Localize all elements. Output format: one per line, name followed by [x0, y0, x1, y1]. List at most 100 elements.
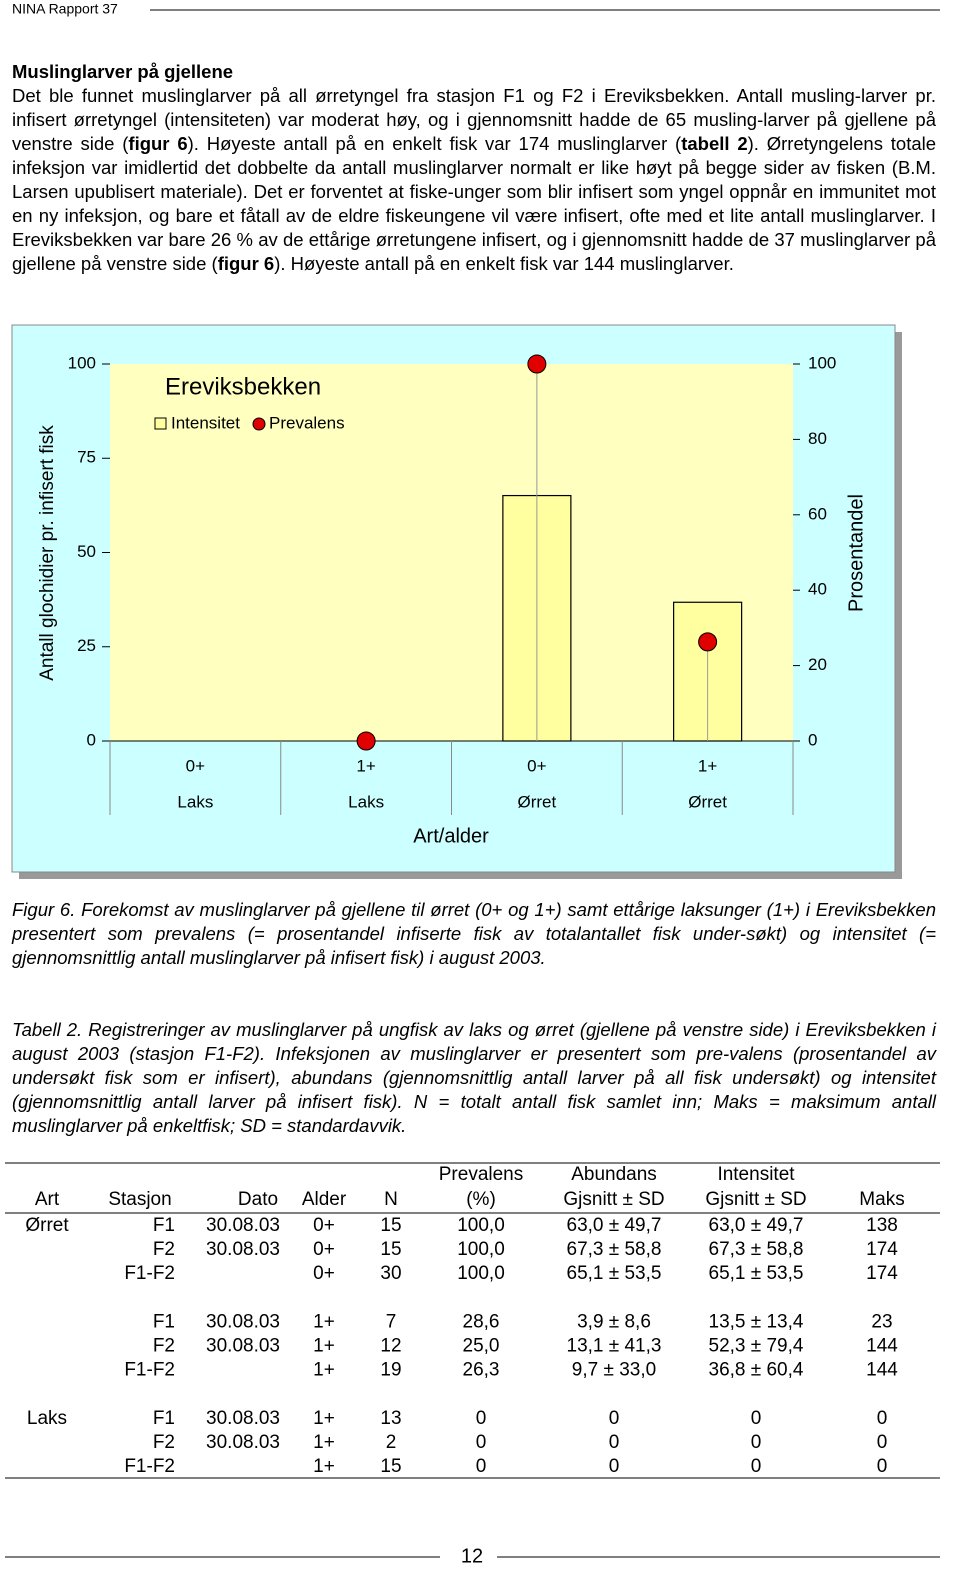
table-cell: 65,1 ± 53,5 — [567, 1263, 662, 1284]
table-cell: 28,6 — [463, 1312, 500, 1333]
legend-swatch — [252, 417, 266, 431]
column-header: Dato — [238, 1189, 278, 1210]
table-cell: 15 — [380, 1456, 401, 1477]
text-run: ). Høyeste antall på en enkelt fisk var … — [274, 253, 734, 274]
y2-tick-label: 20 — [808, 655, 827, 674]
caption-text: Forekomst av muslinglarver på gjellene t… — [12, 899, 937, 968]
table-cell: 0 — [877, 1408, 888, 1429]
table-cell: F1 — [153, 1215, 175, 1236]
table-cell: 7 — [386, 1312, 397, 1333]
x-group-label: Ørret — [688, 792, 727, 811]
table-cell: 26,3 — [463, 1360, 500, 1381]
y2-tick-label: 100 — [808, 353, 836, 372]
paragraph: Det ble funnet muslinglarver på all ørre… — [12, 84, 936, 276]
column-header: Prevalens — [439, 1164, 524, 1185]
table-cell: 15 — [380, 1239, 401, 1260]
table-cell: 63,0 ± 49,7 — [709, 1215, 804, 1236]
table-cell: 0+ — [313, 1239, 335, 1260]
table-cell: 13 — [380, 1408, 401, 1429]
legend-label: Prevalens — [269, 413, 345, 432]
column-header: Maks — [859, 1189, 904, 1210]
column-header: Stasjon — [108, 1189, 171, 1210]
column-header: Gjsnitt ± SD — [563, 1189, 664, 1210]
table-cell: 52,3 ± 79,4 — [709, 1336, 804, 1357]
table-cell: 63,0 ± 49,7 — [567, 1215, 662, 1236]
x-tick-label: 1+ — [356, 756, 375, 775]
table-cell: 13,5 ± 13,4 — [709, 1312, 804, 1333]
x-group-label: Laks — [177, 792, 213, 811]
prevalence-dot — [527, 354, 547, 374]
table-cell: 67,3 ± 58,8 — [709, 1239, 804, 1260]
table-cell: 0 — [751, 1408, 762, 1429]
table-cell: 0 — [609, 1432, 620, 1453]
table-cell: 30.08.03 — [206, 1336, 280, 1357]
table-cell: 19 — [380, 1360, 401, 1381]
y2-tick-label: 60 — [808, 504, 827, 523]
table-cell: 0 — [476, 1432, 487, 1453]
table-cell: Ørret — [25, 1215, 69, 1236]
table-cell: 65,1 ± 53,5 — [709, 1263, 804, 1284]
text-run: Det ble funnet muslinglarver på all ørre… — [12, 85, 936, 154]
column-header: Abundans — [571, 1164, 657, 1185]
x-group-label: Ørret — [518, 792, 557, 811]
table-cell: F2 — [153, 1336, 175, 1357]
table-cell: 138 — [866, 1215, 898, 1236]
table-cell: 0 — [751, 1456, 762, 1477]
y2-tick-label: 40 — [808, 580, 827, 599]
x-tick-label: 1+ — [698, 756, 717, 775]
table-cell: 0+ — [313, 1263, 335, 1284]
caption-label: Figur 6. — [12, 899, 76, 920]
table-cell: 30.08.03 — [206, 1432, 280, 1453]
y-tick-label: 100 — [68, 353, 96, 372]
table-cell: F1 — [153, 1312, 175, 1333]
caption-text: Registreringer av muslinglarver på ungfi… — [12, 1019, 936, 1136]
table-cell: Laks — [27, 1408, 67, 1429]
column-header: Gjsnitt ± SD — [705, 1189, 806, 1210]
page-number: 12 — [461, 1545, 483, 1567]
table-cell: 67,3 ± 58,8 — [567, 1239, 662, 1260]
table-cell: 1+ — [313, 1432, 335, 1453]
table-cell: 30.08.03 — [206, 1239, 280, 1260]
table-cell: 0 — [476, 1456, 487, 1477]
column-header: (%) — [466, 1189, 496, 1210]
table-cell: 1+ — [313, 1336, 335, 1357]
table-cell: 1+ — [313, 1312, 335, 1333]
y2-axis-label: Prosentandel — [845, 494, 867, 612]
table-cell: F2 — [153, 1239, 175, 1260]
table-cell: 3,9 ± 8,6 — [577, 1312, 651, 1333]
y-tick-label: 75 — [77, 448, 96, 467]
bold-run: tabell 2 — [681, 133, 748, 154]
table-cell: 0+ — [313, 1215, 335, 1236]
column-header: N — [384, 1189, 398, 1210]
table-cell: 36,8 ± 60,4 — [709, 1360, 804, 1381]
table-cell: F1-F2 — [124, 1456, 175, 1477]
table-cell: F1 — [153, 1408, 175, 1429]
table-cell: 0 — [877, 1456, 888, 1477]
table-cell: 1+ — [313, 1408, 335, 1429]
table-cell: 1+ — [313, 1456, 335, 1477]
header-title: NINA Rapport 37 — [12, 1, 118, 17]
table-cell: F2 — [153, 1432, 175, 1453]
table-cell: 2 — [386, 1432, 397, 1453]
y2-tick-label: 0 — [808, 730, 817, 749]
table-cell: 100,0 — [457, 1239, 505, 1260]
table-cell: 100,0 — [457, 1215, 505, 1236]
prevalence-dot — [356, 731, 376, 751]
table-cell: 23 — [871, 1312, 892, 1333]
table-cell: 15 — [380, 1215, 401, 1236]
caption-label: Tabell 2. — [12, 1019, 83, 1040]
y-tick-label: 50 — [77, 542, 96, 561]
table-cell: 25,0 — [463, 1336, 500, 1357]
table-cell: 13,1 ± 41,3 — [567, 1336, 662, 1357]
table-cell: 144 — [866, 1336, 898, 1357]
table-cell: 100,0 — [457, 1263, 505, 1284]
table-cell: 30 — [380, 1263, 401, 1284]
table-cell: 30.08.03 — [206, 1408, 280, 1429]
table-cell: 174 — [866, 1239, 898, 1260]
figure-caption: Figur 6. Forekomst av muslinglarver på g… — [12, 898, 936, 970]
column-header: Intensitet — [717, 1164, 795, 1185]
bold-run: figur 6 — [128, 133, 188, 154]
table-cell: 9,7 ± 33,0 — [572, 1360, 656, 1381]
